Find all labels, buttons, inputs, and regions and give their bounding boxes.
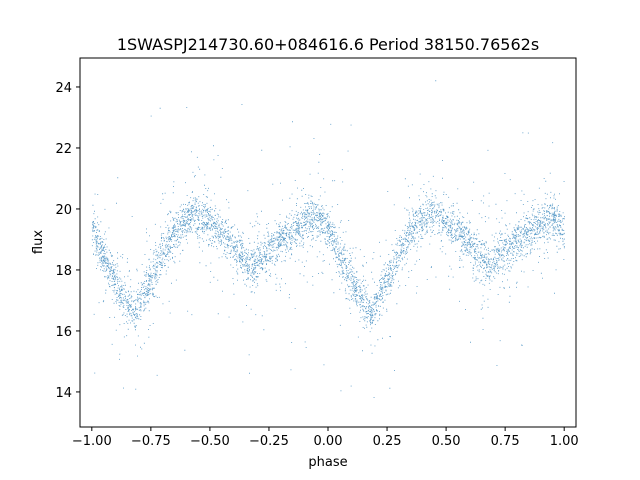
y-tick-label: 24 bbox=[55, 81, 72, 96]
x-tick-label: −0.50 bbox=[190, 434, 230, 449]
y-tick-label: 14 bbox=[55, 386, 72, 401]
y-tick-label: 18 bbox=[55, 264, 72, 279]
chart-title: 1SWASPJ214730.60+084616.6 Period 38150.7… bbox=[117, 35, 539, 54]
x-tick-label: 1.00 bbox=[550, 434, 579, 449]
y-tick-label: 22 bbox=[55, 142, 72, 157]
y-axis: 14 16 18 20 22 24 bbox=[55, 81, 80, 401]
x-tick-label: 0.25 bbox=[373, 434, 402, 449]
x-tick-label: 0.75 bbox=[491, 434, 520, 449]
x-tick-label: 0.50 bbox=[432, 434, 461, 449]
y-axis-label: flux bbox=[31, 230, 46, 254]
x-tick-label: −1.00 bbox=[72, 434, 112, 449]
scatter-points bbox=[91, 80, 565, 398]
x-tick-label: 0.00 bbox=[314, 434, 343, 449]
x-tick-label: −0.75 bbox=[131, 434, 171, 449]
y-tick-label: 20 bbox=[55, 203, 72, 218]
x-tick-label: −0.25 bbox=[249, 434, 289, 449]
x-axis-label: phase bbox=[308, 455, 347, 470]
y-tick-label: 16 bbox=[55, 325, 72, 340]
x-axis: −1.00 −0.75 −0.50 −0.25 0.00 0.25 0.50 0.75 1.00 bbox=[72, 427, 579, 449]
plot-frame bbox=[79, 57, 577, 428]
data-points bbox=[91, 80, 565, 398]
